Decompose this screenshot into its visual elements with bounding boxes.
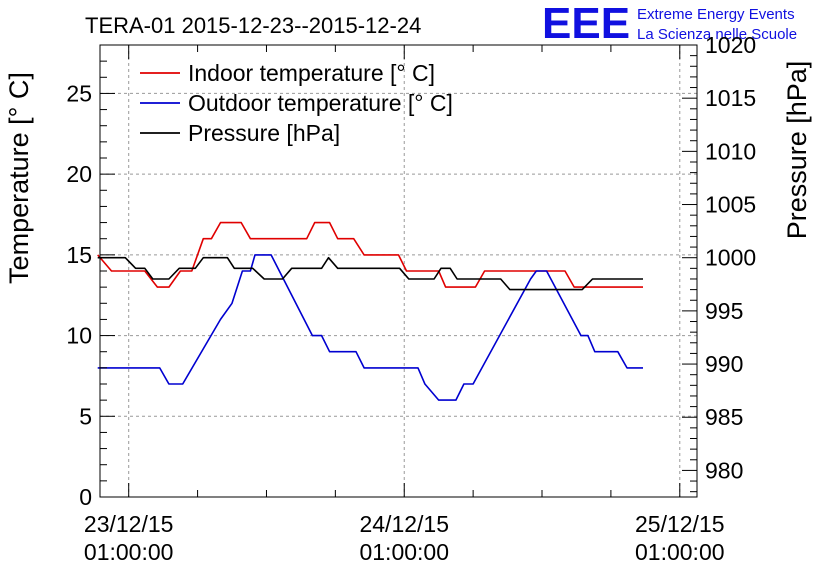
y-right-tick-label: 1000: [705, 245, 756, 271]
eee-logo-text: EEE: [542, 0, 630, 48]
series-line-pressure: [97, 256, 643, 291]
x-tick-label-date: 25/12/15: [635, 511, 725, 537]
y-axis-left-label: Temperature [° C]: [4, 72, 34, 284]
y-left-tick-label: 5: [79, 403, 92, 429]
chart-title: TERA-01 2015-12-23--2015-12-24: [85, 13, 421, 38]
y-left-tick-label: 0: [79, 484, 92, 510]
x-tick-label-date: 24/12/15: [359, 511, 449, 537]
y-right-tick-label: 1015: [705, 85, 756, 111]
series-line-outdoor: [97, 254, 643, 401]
y-left-tick-label: 10: [66, 323, 92, 349]
x-tick-label-date: 23/12/15: [84, 511, 174, 537]
series-lines: [97, 221, 643, 401]
legend: Indoor temperature [° C] Outdoor temperat…: [140, 60, 453, 146]
y-right-tick-label: 1020: [705, 32, 756, 58]
x-tick-label-time: 01:00:00: [84, 539, 174, 565]
legend-label: Indoor temperature [° C]: [188, 60, 435, 86]
axes: 23/12/1501:00:0024/12/1501:00:0025/12/15…: [66, 32, 756, 565]
y-right-tick-label: 985: [705, 404, 743, 430]
y-right-tick-label: 990: [705, 351, 743, 377]
y-left-tick-label: 25: [66, 80, 92, 106]
legend-label: Pressure [hPa]: [188, 120, 340, 146]
y-left-tick-label: 15: [66, 242, 92, 268]
eee-logo-line1: Extreme Energy Events: [637, 6, 795, 23]
y-left-tick-label: 20: [66, 161, 92, 187]
y-right-tick-label: 995: [705, 298, 743, 324]
eee-logo: EEE Extreme Energy Events La Scienza nel…: [542, 0, 797, 48]
y-right-tick-label: 980: [705, 457, 743, 483]
legend-label: Outdoor temperature [° C]: [188, 90, 453, 116]
y-right-tick-label: 1010: [705, 138, 756, 164]
y-right-tick-label: 1005: [705, 192, 756, 218]
eee-logo-line2: La Scienza nelle Scuole: [637, 26, 797, 43]
y-axis-right-label: Pressure [hPa]: [782, 61, 812, 240]
series-line-indoor: [97, 221, 643, 288]
x-tick-label-time: 01:00:00: [635, 539, 725, 565]
x-tick-label-time: 01:00:00: [359, 539, 449, 565]
